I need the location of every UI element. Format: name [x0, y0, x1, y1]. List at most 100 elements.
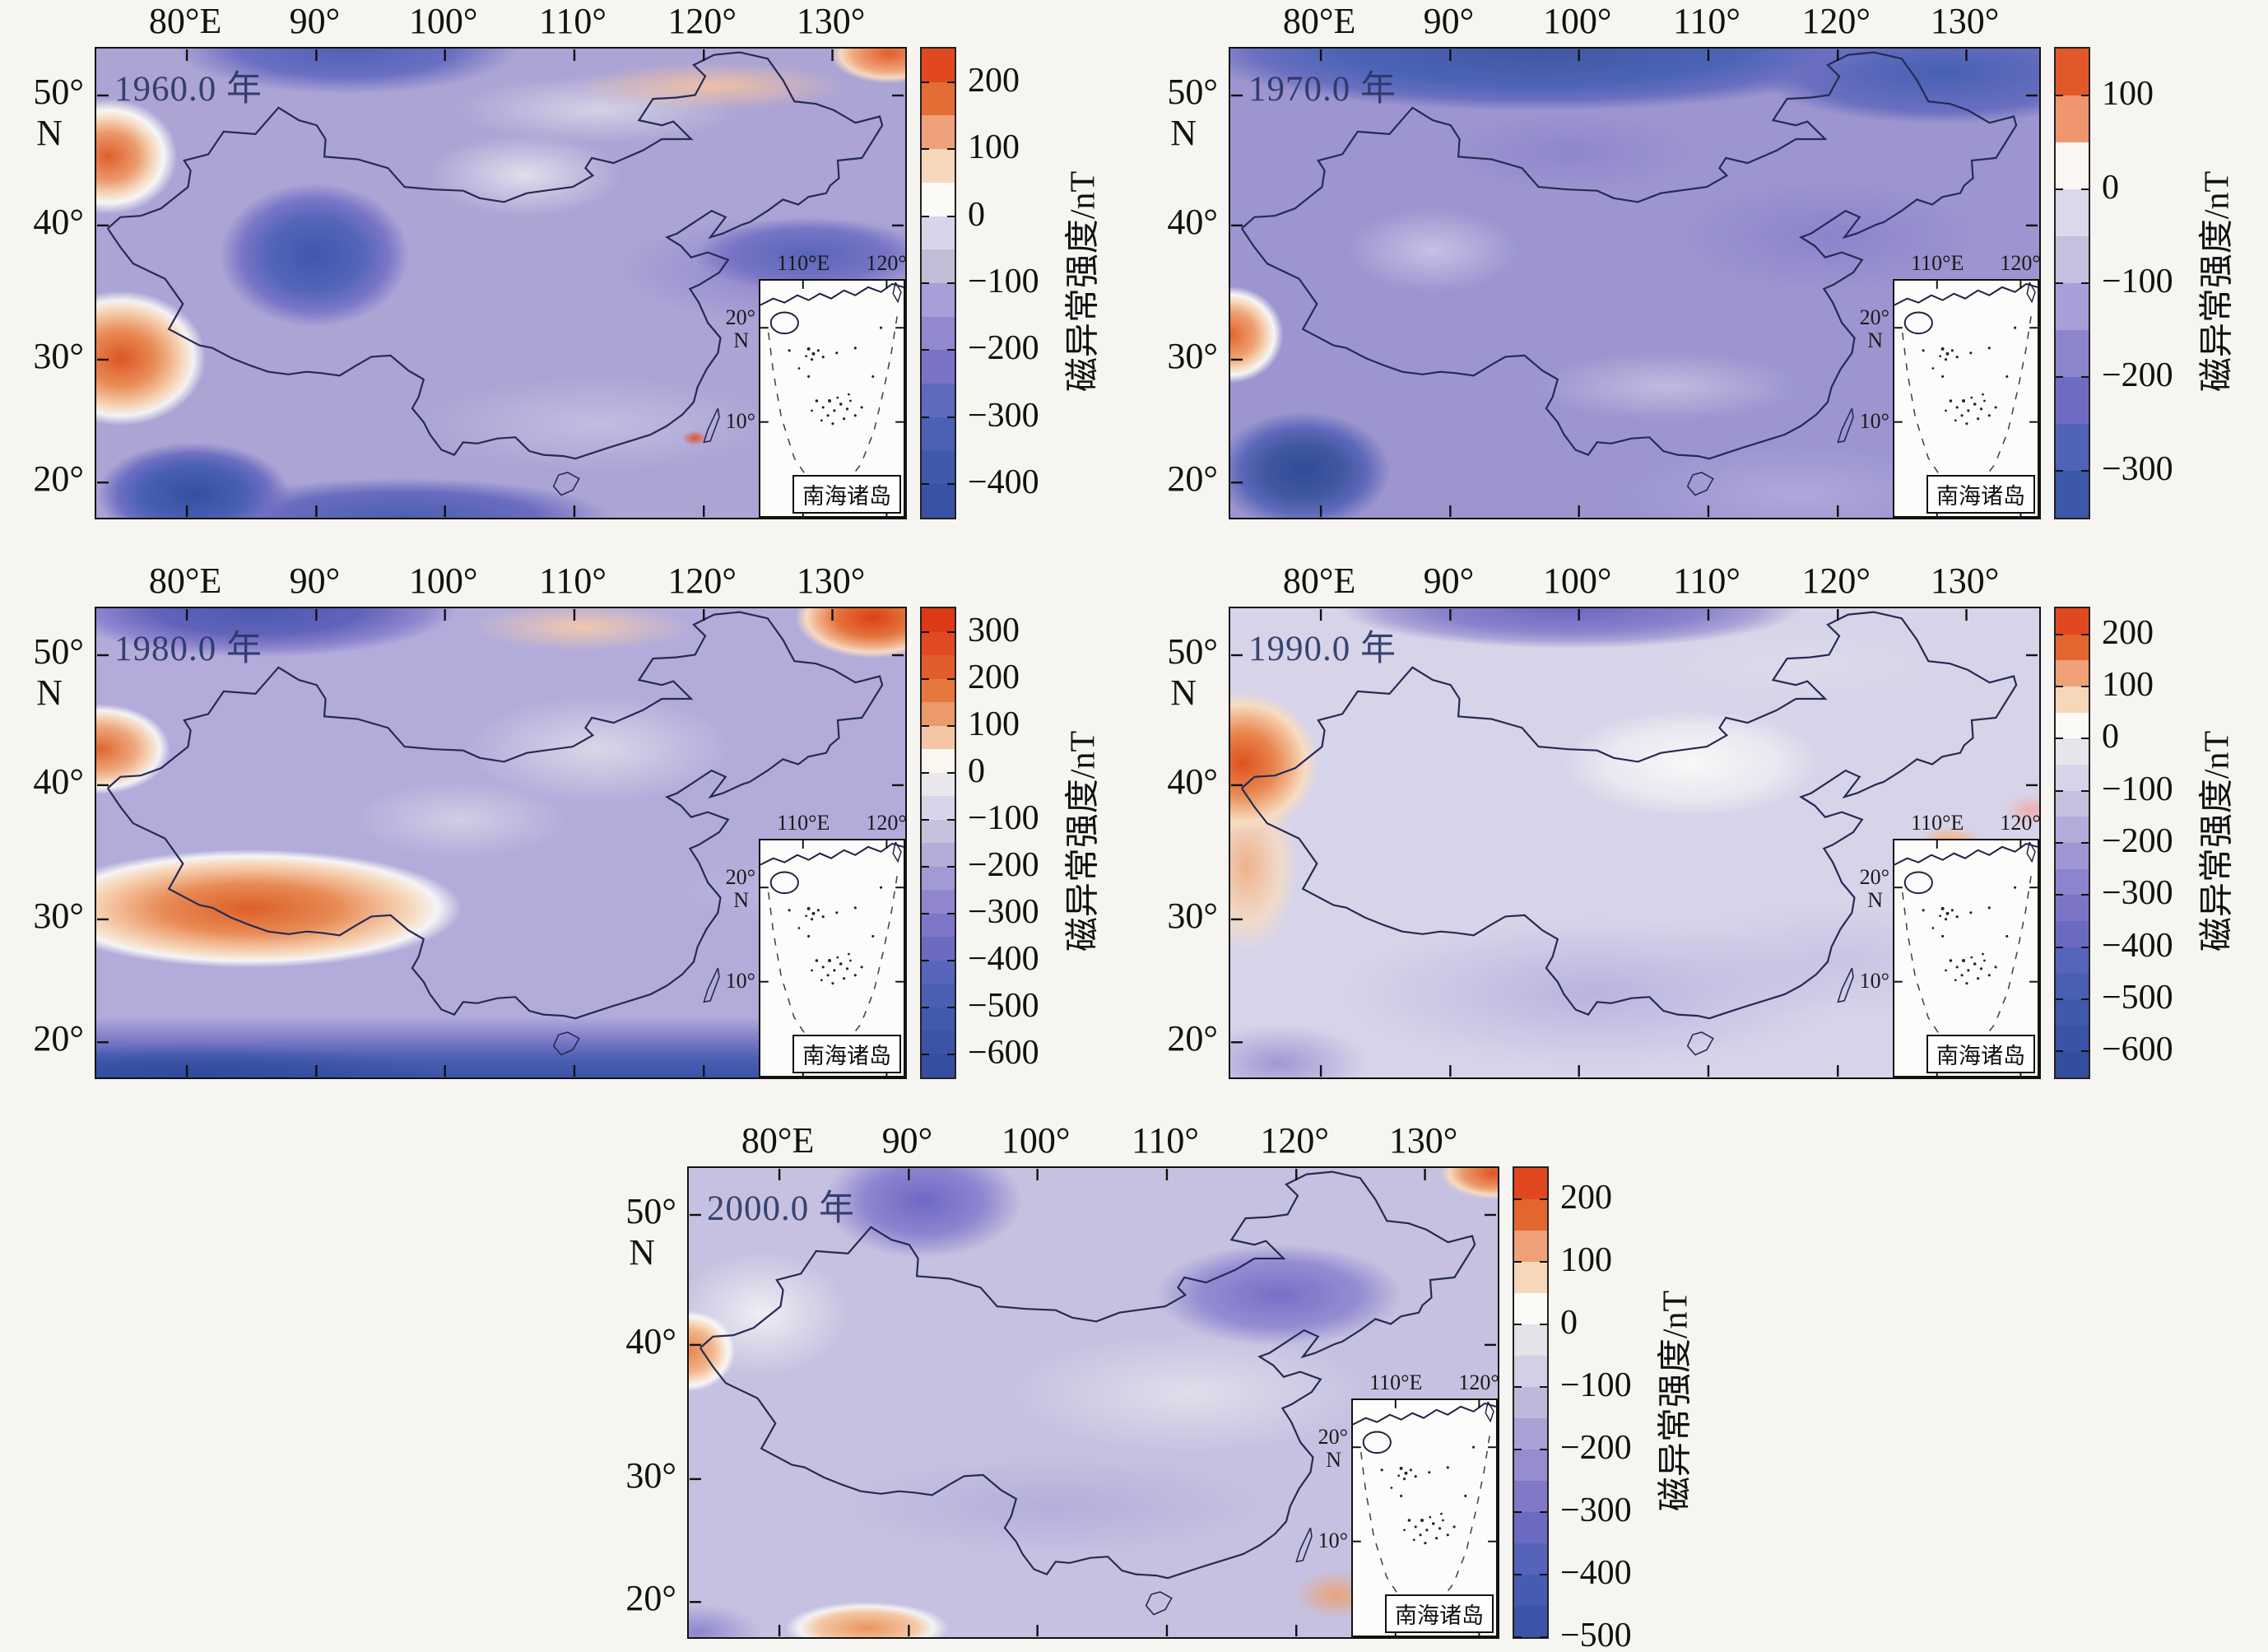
colorbar-segment	[2056, 634, 2089, 661]
colorbar-segment	[1514, 1450, 1547, 1481]
hainan-boundary	[552, 1031, 580, 1056]
colorbar-segment	[2056, 817, 2089, 843]
colorbar-tick-mark	[2056, 946, 2063, 948]
colorbar-segment	[2056, 471, 2089, 518]
colorbar-tick-mark	[922, 282, 929, 284]
hainan-island-outline	[769, 871, 799, 894]
colorbar-segment	[922, 937, 955, 961]
colorbar-tick-mark	[2081, 633, 2089, 635]
colorbar-segment	[922, 890, 955, 914]
dash-line-east	[1952, 876, 2032, 1062]
inset-islands-svg	[760, 280, 904, 516]
colorbar-segment	[2056, 764, 2089, 791]
y-axis-label: 30°	[1167, 895, 1218, 936]
south-china-sea-inset: 110°E 120° 20° N 10° 南海诸岛	[1860, 251, 2041, 518]
x-axis-label: 100°	[408, 1, 478, 41]
x-axis-label: 90°	[1423, 1, 1475, 41]
colorbar-segment	[2056, 95, 2089, 142]
china-boundary	[1240, 611, 2018, 1020]
x-axis-label: 120°	[1801, 1, 1871, 41]
colorbar-tick-mark	[2056, 686, 2063, 688]
colorbar-segment	[922, 316, 955, 351]
y-axis-hemisphere-label: N	[629, 1232, 655, 1273]
china-boundary	[106, 51, 884, 460]
inset-islands-svg	[1894, 280, 2038, 516]
colorbar-segment	[922, 384, 955, 417]
colorbar-tick-mark	[947, 677, 955, 680]
colorbar-tick-mark	[922, 677, 929, 680]
colorbar-segment	[922, 115, 955, 150]
colorbar-segment	[2056, 283, 2089, 330]
colorbar-segment	[1514, 1324, 1547, 1356]
inset-hemisphere-label: N	[733, 328, 750, 353]
inset-lat-label-text: 10°	[725, 969, 756, 994]
china-boundary	[1240, 51, 2018, 460]
colorbar-segment	[2056, 868, 2089, 896]
colorbar-segment	[922, 1054, 955, 1077]
colorbar-tick-mark	[2056, 282, 2063, 284]
x-axis-label: 100°	[1542, 561, 1612, 601]
colorbar-tick-mark	[922, 416, 929, 418]
x-axis-label: 90°	[289, 561, 341, 601]
colorbar-tick-mark	[922, 215, 929, 217]
colorbar-segment	[922, 655, 955, 679]
colorbar-segment	[2056, 608, 2089, 635]
x-axis-label: 100°	[1001, 1120, 1071, 1161]
inset-lon-label-120: 120°	[2000, 250, 2041, 275]
y-axis-label: 20°	[33, 458, 84, 500]
colorbar-segment	[922, 749, 955, 773]
longitude-axis: 80°E 90° 100° 110° 120° 130°	[0, 0, 1134, 47]
inset-lon-label-110e: 110°E	[1911, 250, 1964, 275]
x-axis-label: 100°	[1542, 1, 1612, 41]
y-axis-label: 40°	[33, 201, 84, 242]
y-axis-label: 50°	[1167, 631, 1218, 672]
colorbar-tick-label: −300	[968, 396, 1039, 435]
colorbar-segment	[1514, 1512, 1547, 1543]
colorbar-tick-mark	[2056, 470, 2063, 472]
colorbar-segment	[922, 484, 955, 518]
colorbar-tick-label: 300	[968, 611, 1020, 649]
colorbar-tick-label: 100	[1560, 1241, 1612, 1279]
hainan-island-outline	[1903, 871, 1933, 894]
x-axis-label: 130°	[1388, 1120, 1458, 1161]
x-axis-label: 110°	[1672, 561, 1741, 601]
hainan-boundary	[552, 472, 580, 496]
colorbar-tick-mark	[1514, 1261, 1522, 1263]
colorbar-segment	[922, 678, 955, 702]
colorbar-title: 磁异常强度/nT	[1657, 1290, 1695, 1512]
colorbar-segment	[922, 416, 955, 451]
colorbar-tick-mark	[1540, 1198, 1547, 1201]
colorbar-tick-label: −400	[1560, 1554, 1632, 1593]
colorbar-tick-mark	[1540, 1574, 1547, 1576]
colorbar-segment	[922, 772, 955, 796]
colorbar	[1513, 1166, 1549, 1639]
colorbar-segment	[2056, 189, 2089, 236]
dash-line-west	[1902, 891, 1945, 1042]
hainan-island-outline	[1362, 1431, 1392, 1454]
colorbar-tick-mark	[2056, 842, 2063, 844]
colorbar-segment	[1514, 1231, 1547, 1262]
taiwan-island-outline	[2026, 282, 2036, 304]
inset-lat-label-text: 10°	[1859, 409, 1890, 434]
colorbar-segment	[1514, 1575, 1547, 1606]
inset-islands-svg	[1894, 840, 2038, 1076]
colorbar-tick-mark	[1540, 1386, 1547, 1389]
colorbar-segment	[922, 1007, 955, 1031]
colorbar-segment	[922, 984, 955, 1007]
hainan-island-outline	[769, 311, 799, 334]
island-dots	[1380, 1445, 1476, 1545]
y-axis-label: 40°	[1167, 761, 1218, 802]
taiwan-island-outline	[892, 841, 902, 863]
colorbar-tick-mark	[2056, 188, 2063, 190]
colorbar-segment	[2056, 712, 2089, 739]
taiwan-boundary	[1837, 967, 1854, 1003]
colorbar-segment	[1514, 1387, 1547, 1418]
x-axis-label: 130°	[1930, 561, 2000, 601]
colorbar-tick-mark	[2056, 95, 2063, 96]
inset-lat-label-text: 10°	[1318, 1529, 1349, 1553]
colorbar-tick-mark	[1514, 1636, 1522, 1638]
inset-lon-label-120: 120°	[1458, 1370, 1499, 1394]
colorbar-tick-label: −600	[968, 1033, 1039, 1072]
colorbar-tick-label: 100	[968, 128, 1020, 167]
inset-lat-label-20n: 20° N	[711, 306, 755, 352]
